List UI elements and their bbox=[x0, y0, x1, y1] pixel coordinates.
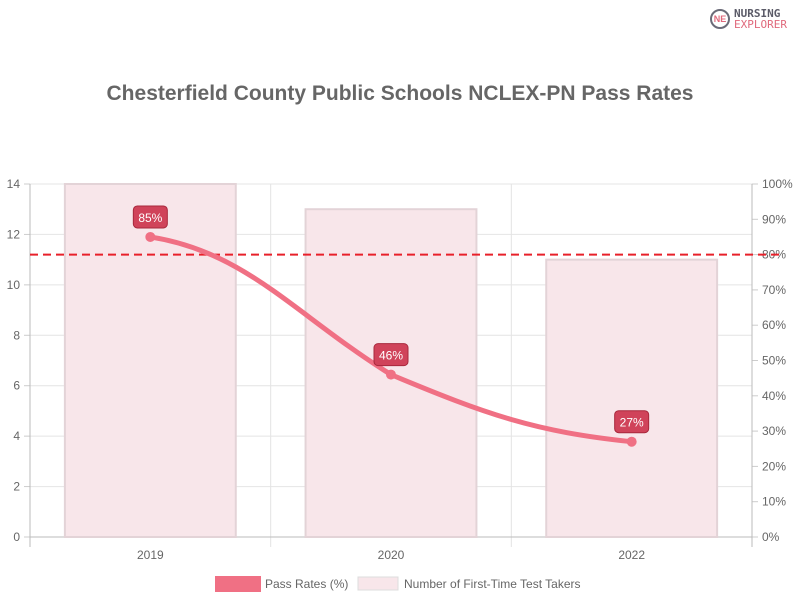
left-tick-label: 0 bbox=[13, 530, 20, 544]
logo-line1: NURSING bbox=[734, 7, 781, 20]
legend-swatch-test-takers bbox=[357, 576, 399, 591]
left-tick-label: 14 bbox=[7, 177, 21, 191]
logo-line2: EXPLORER bbox=[734, 18, 787, 31]
right-tick-label: 70% bbox=[762, 283, 786, 297]
legend-label-test-takers: Number of First-Time Test Takers bbox=[404, 577, 580, 591]
legend-label-pass-rates: Pass Rates (%) bbox=[265, 577, 348, 591]
pass-rate-point bbox=[386, 369, 396, 380]
data-label: 27% bbox=[620, 416, 644, 430]
left-tick-label: 6 bbox=[13, 379, 20, 393]
data-label: 85% bbox=[138, 211, 162, 225]
right-tick-label: 60% bbox=[762, 318, 786, 332]
right-tick-label: 100% bbox=[762, 177, 793, 191]
logo-icon: NE bbox=[710, 9, 730, 29]
data-label-box bbox=[132, 205, 168, 229]
nursing-explorer-logo: NE NURSING EXPLORER bbox=[710, 8, 787, 30]
right-tick-label: 0% bbox=[762, 530, 780, 544]
data-label-box bbox=[614, 410, 650, 434]
x-tick-label: 2020 bbox=[378, 548, 405, 562]
legend-swatch-pass-rates bbox=[215, 576, 261, 592]
pass-rate-point bbox=[626, 436, 637, 447]
left-tick-label: 10 bbox=[7, 278, 21, 292]
data-label-box bbox=[373, 343, 409, 367]
left-tick-label: 4 bbox=[13, 429, 20, 443]
right-tick-label: 10% bbox=[762, 495, 786, 509]
left-tick-label: 8 bbox=[13, 328, 20, 342]
x-tick-label: 2022 bbox=[618, 548, 645, 562]
right-tick-label: 20% bbox=[762, 459, 786, 473]
right-tick-label: 50% bbox=[762, 354, 786, 368]
left-tick-label: 2 bbox=[13, 480, 20, 494]
bar-2019 bbox=[63, 183, 237, 538]
pass-rate-point bbox=[145, 231, 156, 242]
right-tick-label: 90% bbox=[762, 212, 786, 226]
right-tick-label: 40% bbox=[762, 389, 786, 403]
data-label: 46% bbox=[379, 349, 403, 363]
left-tick-label: 12 bbox=[7, 227, 21, 241]
chart-title: Chesterfield County Public Schools NCLEX… bbox=[107, 82, 694, 105]
x-tick-label: 2019 bbox=[137, 548, 164, 562]
bar-2022 bbox=[545, 258, 719, 538]
right-tick-label: 30% bbox=[762, 424, 786, 438]
